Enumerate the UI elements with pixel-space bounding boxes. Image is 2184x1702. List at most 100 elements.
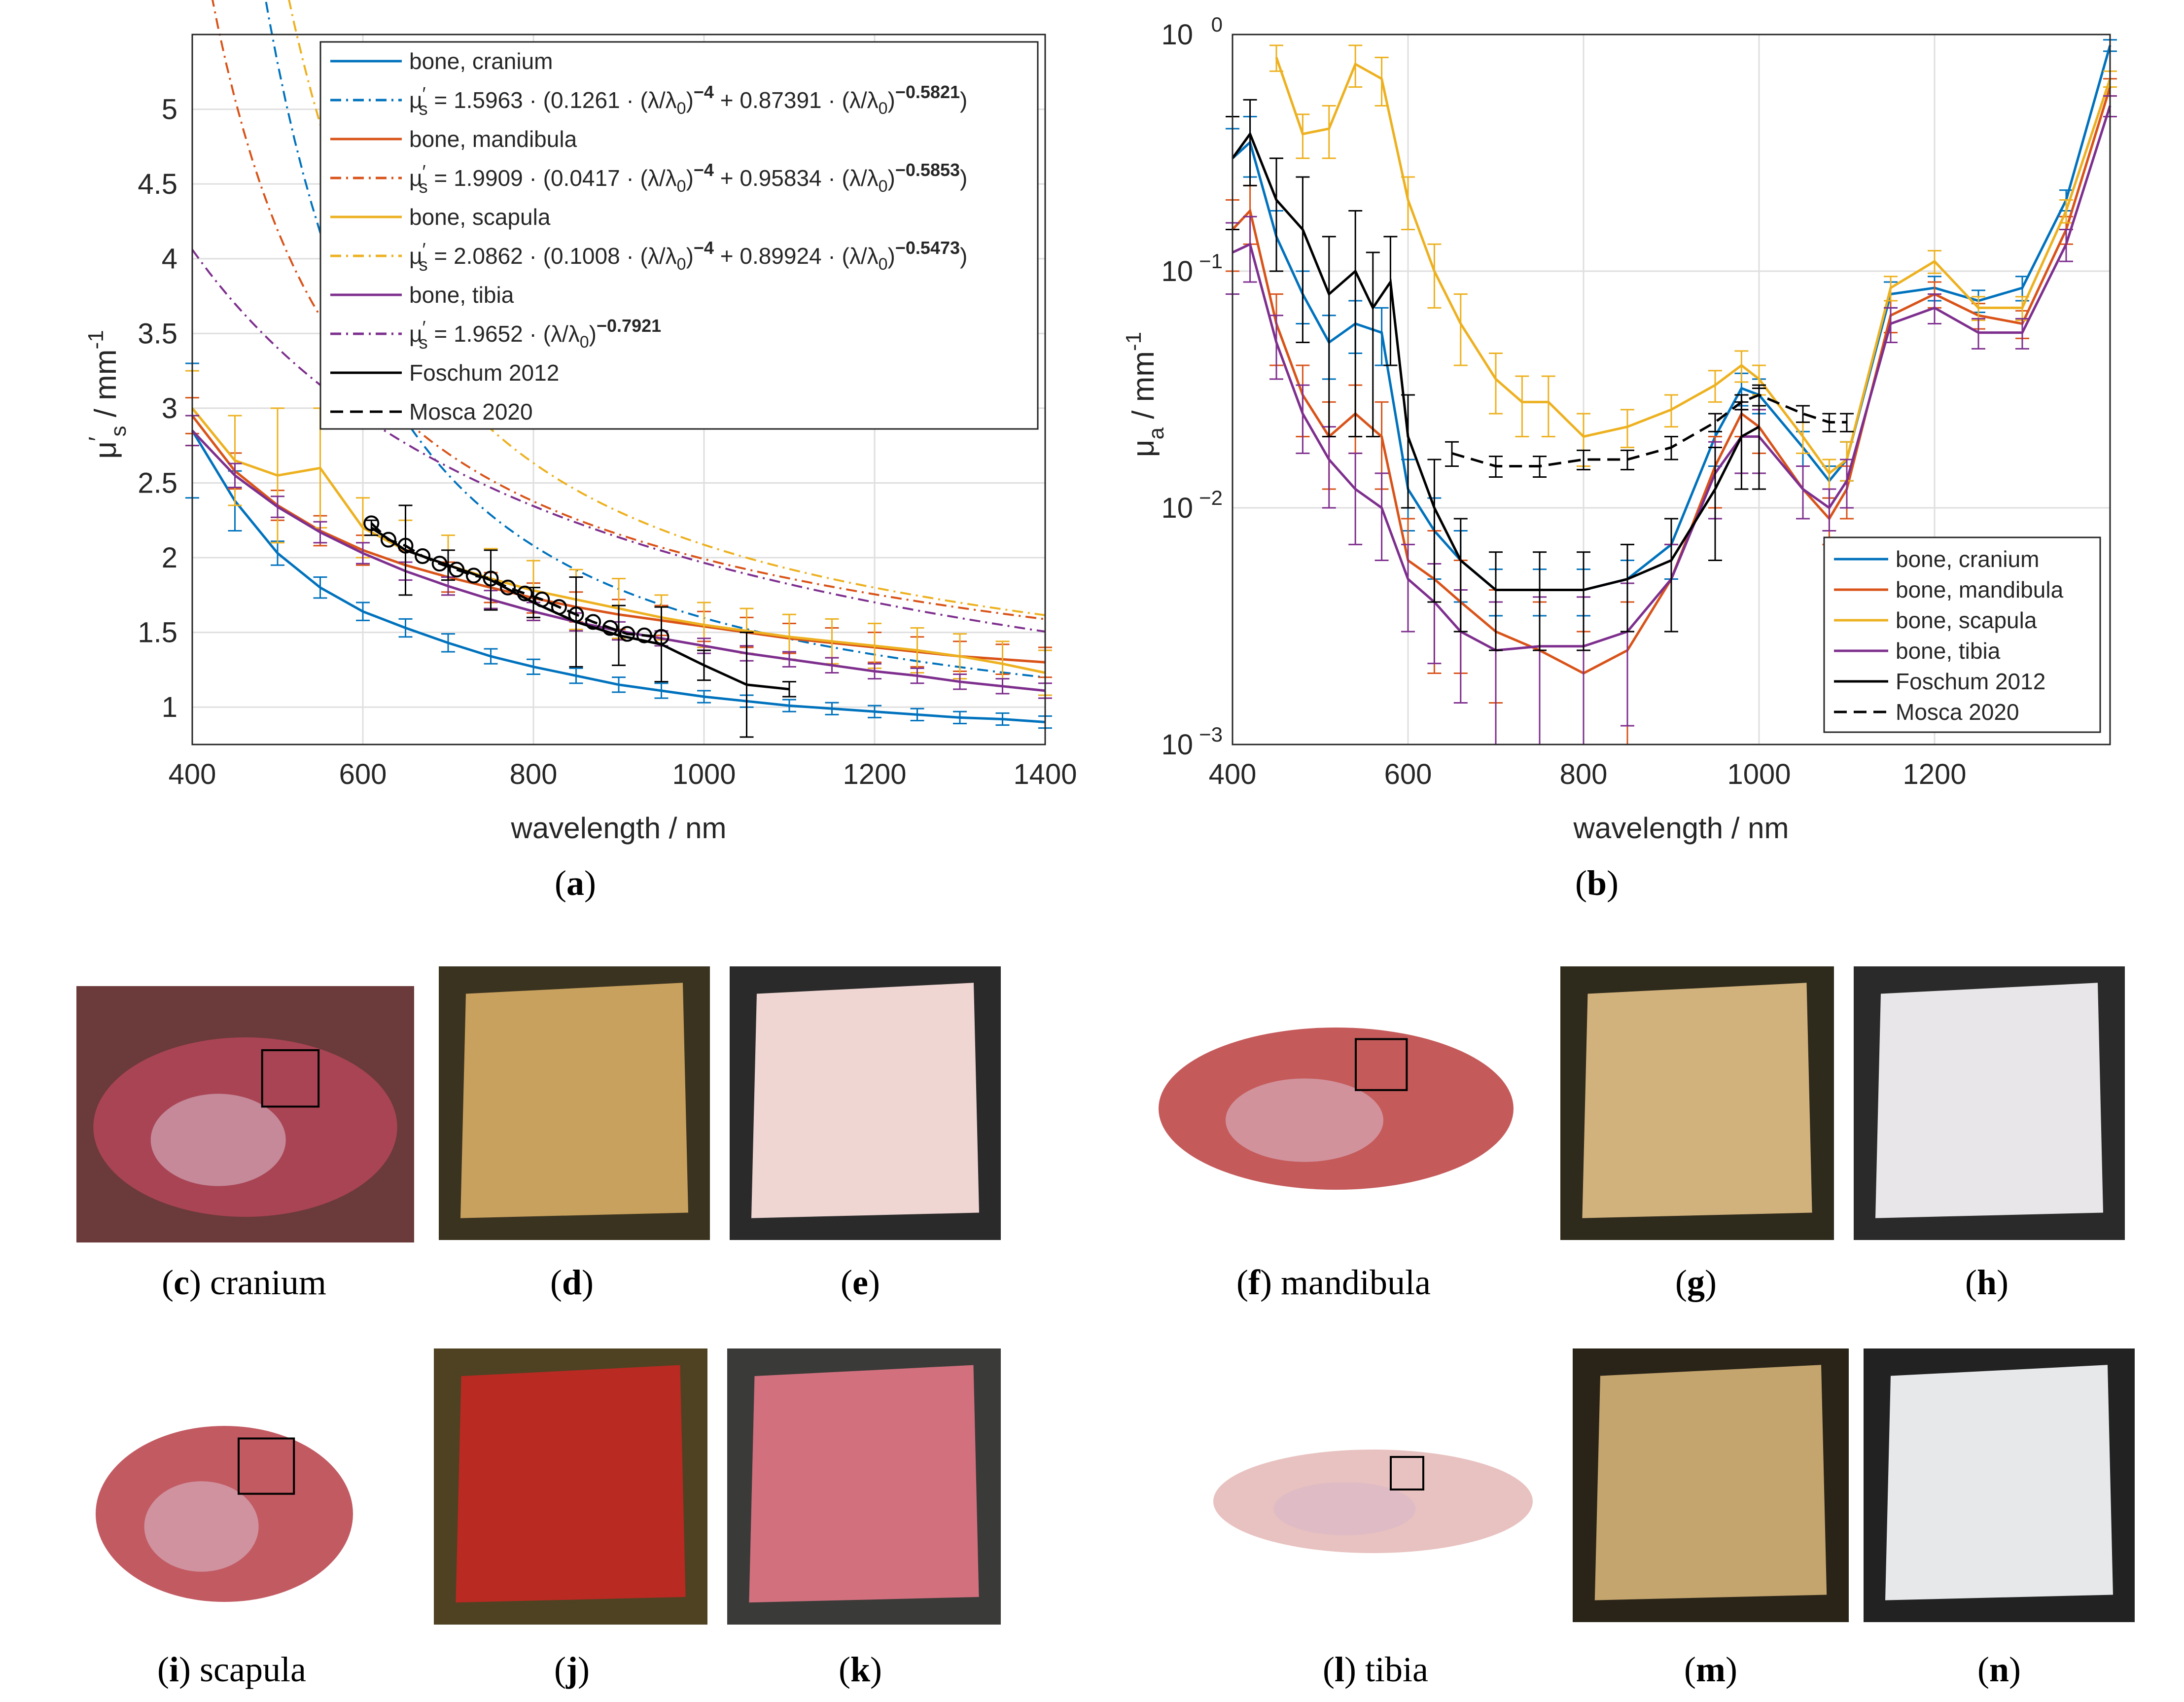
b-errorbar — [1734, 350, 1749, 383]
a-marker — [483, 570, 499, 587]
roi-box — [261, 1049, 320, 1108]
a-errorbar — [697, 690, 711, 704]
a-errorbar — [995, 678, 1010, 695]
b-errorbar — [1348, 44, 1363, 88]
b-legend-label: bone, cranium — [1896, 546, 2040, 572]
b-ylabel-sub: a — [1144, 427, 1168, 439]
a-marker — [534, 591, 550, 607]
a-legend-label: bone, scapula — [409, 204, 551, 230]
a-legend-label: μ′ s = 1.5963 · (0.1261 · (λ/λ0)−4 + 0.87… — [409, 82, 967, 119]
a-xtick-label: 600 — [339, 758, 387, 790]
a-marker — [636, 627, 652, 643]
a-xtick-label: 1400 — [1013, 758, 1077, 790]
caption-j-letter: j — [566, 1650, 578, 1689]
b-ytick-label: 10 — [1161, 255, 1193, 287]
a-legend-label: Foschum 2012 — [409, 360, 559, 386]
b-ylabel-unit: / mm — [1127, 351, 1161, 427]
a-errorbar — [612, 676, 626, 693]
a-marker — [397, 537, 414, 554]
photo-h — [1854, 966, 2125, 1240]
b-errorbar — [1401, 543, 1415, 633]
caption-i-label: scapula — [191, 1650, 306, 1689]
b-errorbar — [1489, 551, 1503, 651]
a-errorbar — [398, 504, 413, 596]
a-xlabel: wavelength / nm — [511, 812, 727, 845]
b-errorbar — [1243, 99, 1257, 186]
b-errorbar — [1322, 426, 1336, 509]
b-errorbar — [1401, 176, 1415, 230]
caption-f-letter: f — [1248, 1263, 1261, 1302]
a-ytick-label: 1 — [162, 691, 177, 723]
a-xtick-label: 1000 — [672, 758, 736, 790]
caption-h: (h) — [1965, 1263, 2009, 1302]
b-errorbar — [1243, 215, 1257, 283]
caption-f-label: mandibula — [1272, 1263, 1431, 1302]
b-xlabel: wavelength / nm — [1573, 812, 1789, 845]
a-errorbar — [569, 667, 583, 684]
photo-g — [1560, 966, 1834, 1240]
a-errorbar — [782, 699, 796, 712]
a-marker — [500, 579, 516, 596]
a-errorbar — [740, 632, 754, 738]
a-errorbar — [228, 415, 242, 506]
b-errorbar — [1533, 551, 1547, 651]
caption-i-letter: i — [169, 1650, 179, 1689]
a-legend-label: bone, tibia — [409, 282, 514, 308]
b-errorbar — [1884, 307, 1898, 343]
photo-m — [1573, 1348, 1849, 1622]
b-errorbar — [1972, 318, 1985, 350]
b-errorbar — [1348, 452, 1363, 545]
b-errorbar — [1533, 456, 1547, 478]
b-errorbar — [1383, 236, 1398, 366]
a-marker — [517, 585, 533, 602]
a-ytick-label: 5 — [162, 94, 177, 126]
b-xtick-label: 400 — [1209, 758, 1257, 790]
a-errorbar — [782, 681, 796, 698]
b-errorbar — [1577, 449, 1590, 471]
caption-d: (d) — [550, 1263, 594, 1302]
a-xtick-label: 400 — [169, 758, 216, 790]
a-ytick-label: 4 — [162, 243, 177, 275]
a-series-line — [370, 522, 662, 638]
caption-b: (b) — [1575, 863, 1619, 903]
b-errorbar — [1796, 421, 1810, 454]
a-ylabel: μ′s / mm-1 — [84, 330, 131, 459]
caption-k: (k) — [838, 1650, 882, 1689]
a-errorbar — [654, 682, 669, 699]
b-legend-label: bone, scapula — [1896, 607, 2037, 633]
b-errorbar — [1401, 394, 1415, 509]
a-ylabel-sub: s — [106, 426, 131, 437]
b-errorbar — [2059, 199, 2073, 224]
b-errorbar — [1322, 105, 1336, 159]
b-errorbar — [1427, 243, 1442, 309]
b-errorbar — [1269, 44, 1283, 72]
b-legend-label: bone, mandibula — [1896, 577, 2064, 603]
caption-b-letter: b — [1586, 863, 1607, 903]
a-marker — [585, 614, 601, 630]
b-errorbar — [1708, 413, 1722, 432]
b-errorbar — [1445, 441, 1459, 467]
b-series-line — [1451, 393, 1847, 467]
b-errorbar — [1734, 394, 1749, 411]
b-xtick-label: 600 — [1384, 758, 1432, 790]
a-errorbar — [313, 576, 327, 599]
b-errorbar — [1348, 210, 1363, 438]
a-errorbar — [364, 519, 379, 536]
caption-m-letter: m — [1696, 1650, 1726, 1689]
caption-d-letter: d — [562, 1263, 582, 1302]
b-errorbar — [1453, 518, 1468, 633]
a-xtick-label: 800 — [510, 758, 558, 790]
roi-box — [238, 1437, 295, 1495]
a-marker — [619, 626, 635, 642]
caption-g-letter: g — [1687, 1263, 1705, 1302]
caption-l-label: tibia — [1356, 1650, 1428, 1689]
b-legend: bone, cranium bone, mandibula bone, scapul… — [1823, 536, 2101, 733]
a-marker — [363, 515, 380, 532]
a-errorbar — [825, 657, 839, 674]
a-ytick-label: 4.5 — [138, 168, 177, 200]
a-legend-label: μ′ s = 1.9909 · (0.0417 · (λ/λ0)−4 + 0.95… — [409, 160, 967, 197]
b-series-line — [1275, 57, 2112, 475]
b-ytick-exponent: −1 — [1199, 249, 1223, 273]
caption-a-letter: a — [566, 863, 584, 903]
